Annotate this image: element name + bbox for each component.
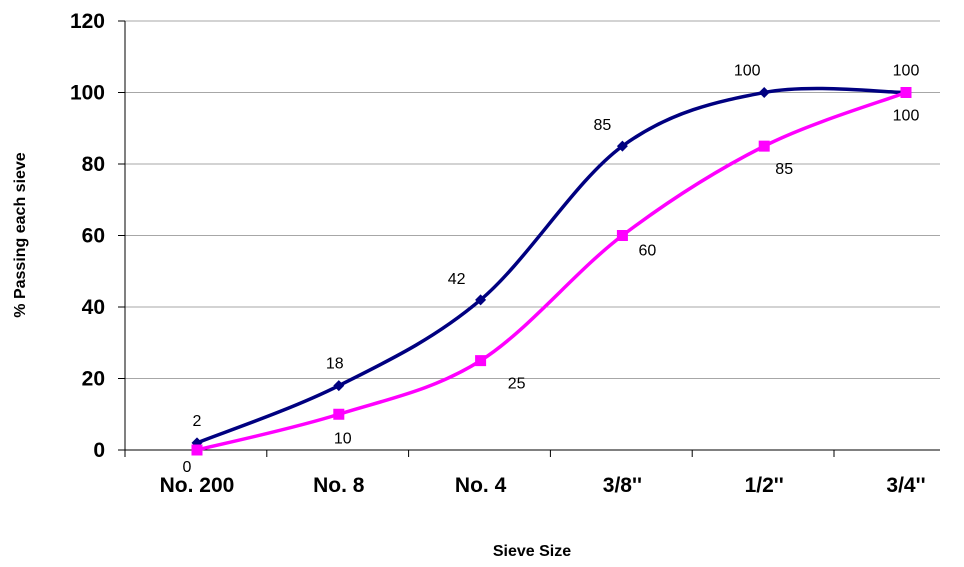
- data-labels: 2 18 42 85 100 100 0 10 25 60 85 100: [183, 63, 920, 477]
- data-point-square: [616, 230, 628, 241]
- x-axis-title: Sieve Size: [493, 543, 571, 560]
- y-tick-label: 0: [93, 439, 105, 462]
- data-label: 85: [594, 117, 612, 134]
- x-tick-label: No. 8: [313, 474, 365, 497]
- x-tick-label: 3/4'': [886, 474, 925, 497]
- gridlines: [125, 20, 940, 379]
- data-label: 18: [326, 356, 344, 373]
- data-point-square: [333, 408, 345, 420]
- y-tick-label: 40: [82, 296, 105, 319]
- data-label: 0: [183, 459, 192, 476]
- y-tick-label: 120: [70, 10, 105, 33]
- data-label: 10: [334, 430, 352, 447]
- data-label: 100: [893, 108, 920, 125]
- series-layer: [191, 86, 912, 456]
- data-point-square: [191, 444, 203, 456]
- y-tick-label: 60: [82, 225, 105, 248]
- data-label: 42: [448, 271, 466, 288]
- data-label: 100: [734, 63, 761, 80]
- data-point-square: [758, 140, 770, 152]
- data-label: 100: [893, 63, 920, 80]
- data-point-diamond: [758, 87, 770, 98]
- series-line-upper: [196, 86, 907, 445]
- data-label: 25: [508, 376, 526, 393]
- x-tick-label: 1/2'': [745, 474, 784, 497]
- y-tick-label: 20: [82, 368, 105, 391]
- series-line-lower: [196, 90, 907, 452]
- y-tick-label: 80: [82, 153, 105, 176]
- data-point-diamond: [333, 380, 345, 392]
- x-tick-label: No. 200: [160, 474, 235, 497]
- y-ticks: 0 20 40 60 80 100 120: [70, 10, 125, 462]
- data-label: 85: [775, 161, 793, 178]
- data-label: 60: [639, 243, 657, 260]
- y-tick-label: 100: [70, 82, 105, 105]
- x-tick-label: No. 4: [455, 474, 507, 497]
- data-point-square: [900, 87, 912, 98]
- data-point-square: [475, 355, 487, 367]
- data-label: 2: [193, 413, 202, 430]
- data-point-diamond: [475, 294, 487, 306]
- y-axis-title: % Passing each sieve: [12, 152, 29, 318]
- x-ticks: No. 200 No. 8 No. 4 3/8'' 1/2'' 3/4'': [124, 450, 926, 497]
- x-tick-label: 3/8'': [603, 474, 642, 497]
- data-point-diamond: [616, 140, 628, 152]
